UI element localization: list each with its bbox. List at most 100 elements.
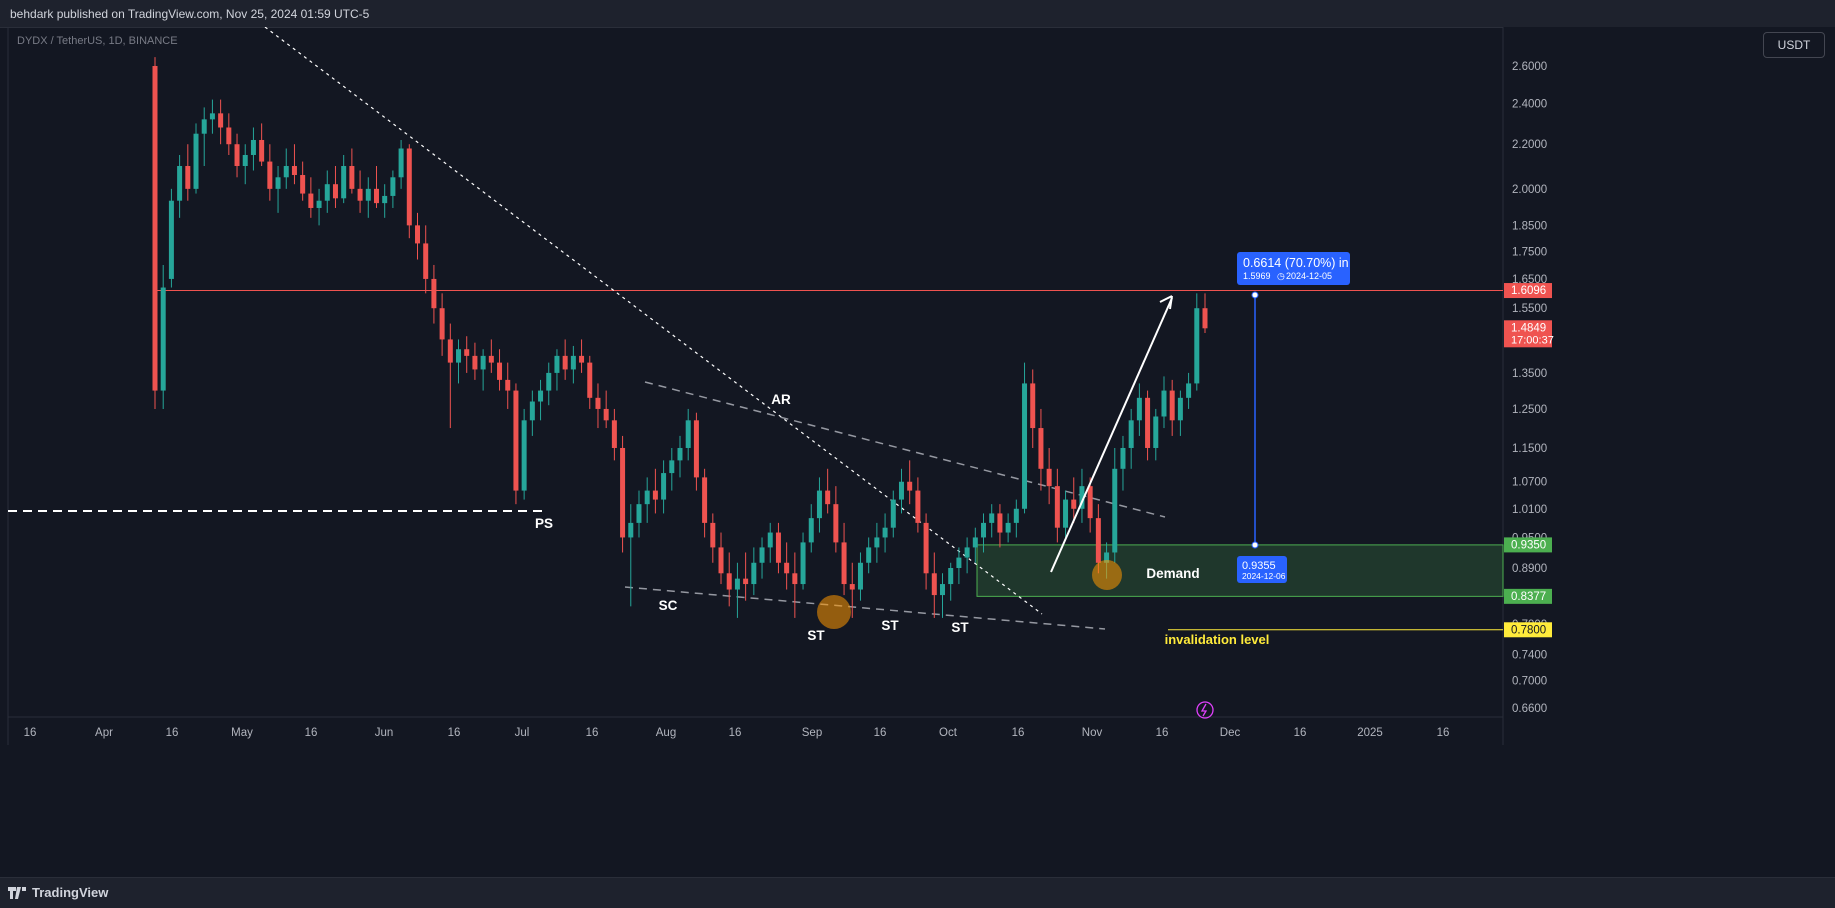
candle-body [546, 372, 552, 391]
tradingview-logo[interactable]: TradingView [8, 885, 108, 900]
candle-body [193, 133, 199, 189]
annotation-label: Demand [1146, 566, 1199, 581]
measure-sub-price: 1.5969 [1243, 271, 1271, 281]
measure-title: 0.6614 (70.70%) in [1243, 256, 1349, 270]
candle-body [349, 166, 355, 189]
measure-top-box [1237, 252, 1350, 285]
candle-body [1120, 447, 1126, 469]
candle-body [168, 200, 174, 279]
candle-body [447, 339, 453, 363]
candle-body [849, 584, 855, 590]
y-tick-label: 2.0000 [1512, 184, 1547, 196]
candle-body [1128, 420, 1134, 448]
candle-body [275, 177, 281, 189]
x-tick-label: 16 [729, 727, 742, 739]
candle-body [685, 420, 691, 448]
candle-body [570, 355, 576, 370]
candle-body [415, 225, 420, 244]
candle-body [702, 477, 708, 523]
candle-body [898, 481, 904, 500]
lightning-event-icon [1196, 701, 1214, 719]
y-tick-label: 0.6600 [1512, 703, 1547, 715]
x-tick-label: 16 [448, 727, 461, 739]
candle-body [357, 188, 363, 201]
x-tick-label: Oct [939, 727, 958, 739]
x-tick-label: Sep [802, 727, 822, 739]
candle-body [554, 355, 560, 373]
candle-body [948, 567, 954, 585]
candle-body [1054, 486, 1060, 528]
candle-body [152, 66, 158, 391]
candle-body [1022, 383, 1028, 509]
candle-body [841, 542, 847, 585]
y-tick-label: 1.5500 [1512, 303, 1547, 315]
candle-body [1013, 508, 1019, 523]
candle-body [291, 166, 297, 176]
annotation-label: SC [659, 598, 678, 613]
candle-body [234, 144, 240, 167]
candle-body [341, 166, 347, 199]
candle-body [1112, 468, 1118, 553]
candle-body [480, 355, 486, 370]
lower-channel-line [624, 586, 1106, 630]
x-tick-label: 16 [24, 727, 37, 739]
candle-body [931, 573, 937, 596]
candle-body [497, 362, 503, 380]
candle-body [431, 278, 437, 309]
annotation-label: ST [807, 628, 825, 643]
y-tick-label: 1.7500 [1512, 246, 1547, 258]
candle-body [808, 518, 814, 543]
price-chart[interactable]: 2.6000 2.4000 2.2000 2.0000 1.8500 1.7500 1.65… [0, 27, 1835, 877]
candle-body [767, 532, 773, 548]
candle-body [882, 527, 888, 538]
price-label-text: 1.6096 [1511, 285, 1546, 297]
candle-body [365, 188, 371, 201]
publish-info: behdark published on TradingView.com, No… [10, 7, 370, 21]
x-tick-label: Jul [515, 727, 530, 739]
candle-body [1095, 518, 1101, 563]
brand-name: TradingView [32, 885, 109, 900]
candle-body [661, 473, 667, 500]
candle-body [390, 177, 396, 196]
candle-body [775, 532, 781, 563]
candle-body [283, 166, 289, 178]
x-tick-label: May [231, 727, 253, 739]
candle-body [538, 390, 544, 402]
candle-body [1087, 486, 1093, 519]
candle-body [1186, 383, 1192, 398]
candle-body [964, 547, 970, 558]
measure-bottom-box [1237, 556, 1287, 583]
x-tick-label: Nov [1082, 727, 1103, 739]
candle-body [636, 504, 642, 523]
candle-body [177, 166, 183, 201]
candle-body [857, 562, 863, 590]
y-tick-label: 2.6000 [1512, 61, 1547, 73]
price-label-box [1504, 537, 1552, 553]
bottom-bar: TradingView [0, 877, 1835, 908]
candle-body [743, 578, 749, 585]
price-label-text: 0.9350 [1511, 539, 1546, 551]
candle-body [997, 513, 1003, 533]
price-label-box [1504, 320, 1552, 348]
spring-event-circle [1092, 560, 1122, 590]
price-label-text: 1.4849 [1511, 322, 1546, 334]
candle-body [726, 573, 732, 590]
candle-body [1194, 308, 1200, 384]
top-bar: behdark published on TradingView.com, No… [0, 0, 1835, 28]
candle-body [472, 355, 478, 370]
x-tick-label: 2025 [1357, 727, 1383, 739]
annotation-label: PS [535, 516, 553, 531]
candle-body [332, 184, 338, 199]
candle-body [874, 537, 880, 548]
y-tick-label: 1.0700 [1512, 477, 1547, 489]
candle-body [1177, 397, 1183, 421]
candle-body [956, 557, 962, 568]
candle-body [652, 490, 658, 500]
x-tick-label: 16 [1437, 727, 1450, 739]
candle-body [1038, 428, 1044, 469]
measure-sub-date: 2024-12-05 [1286, 271, 1332, 281]
currency-unit-button[interactable]: USDT [1763, 32, 1825, 58]
candle-body [644, 490, 650, 505]
price-label-box [1504, 283, 1552, 299]
candle-body [160, 287, 166, 391]
